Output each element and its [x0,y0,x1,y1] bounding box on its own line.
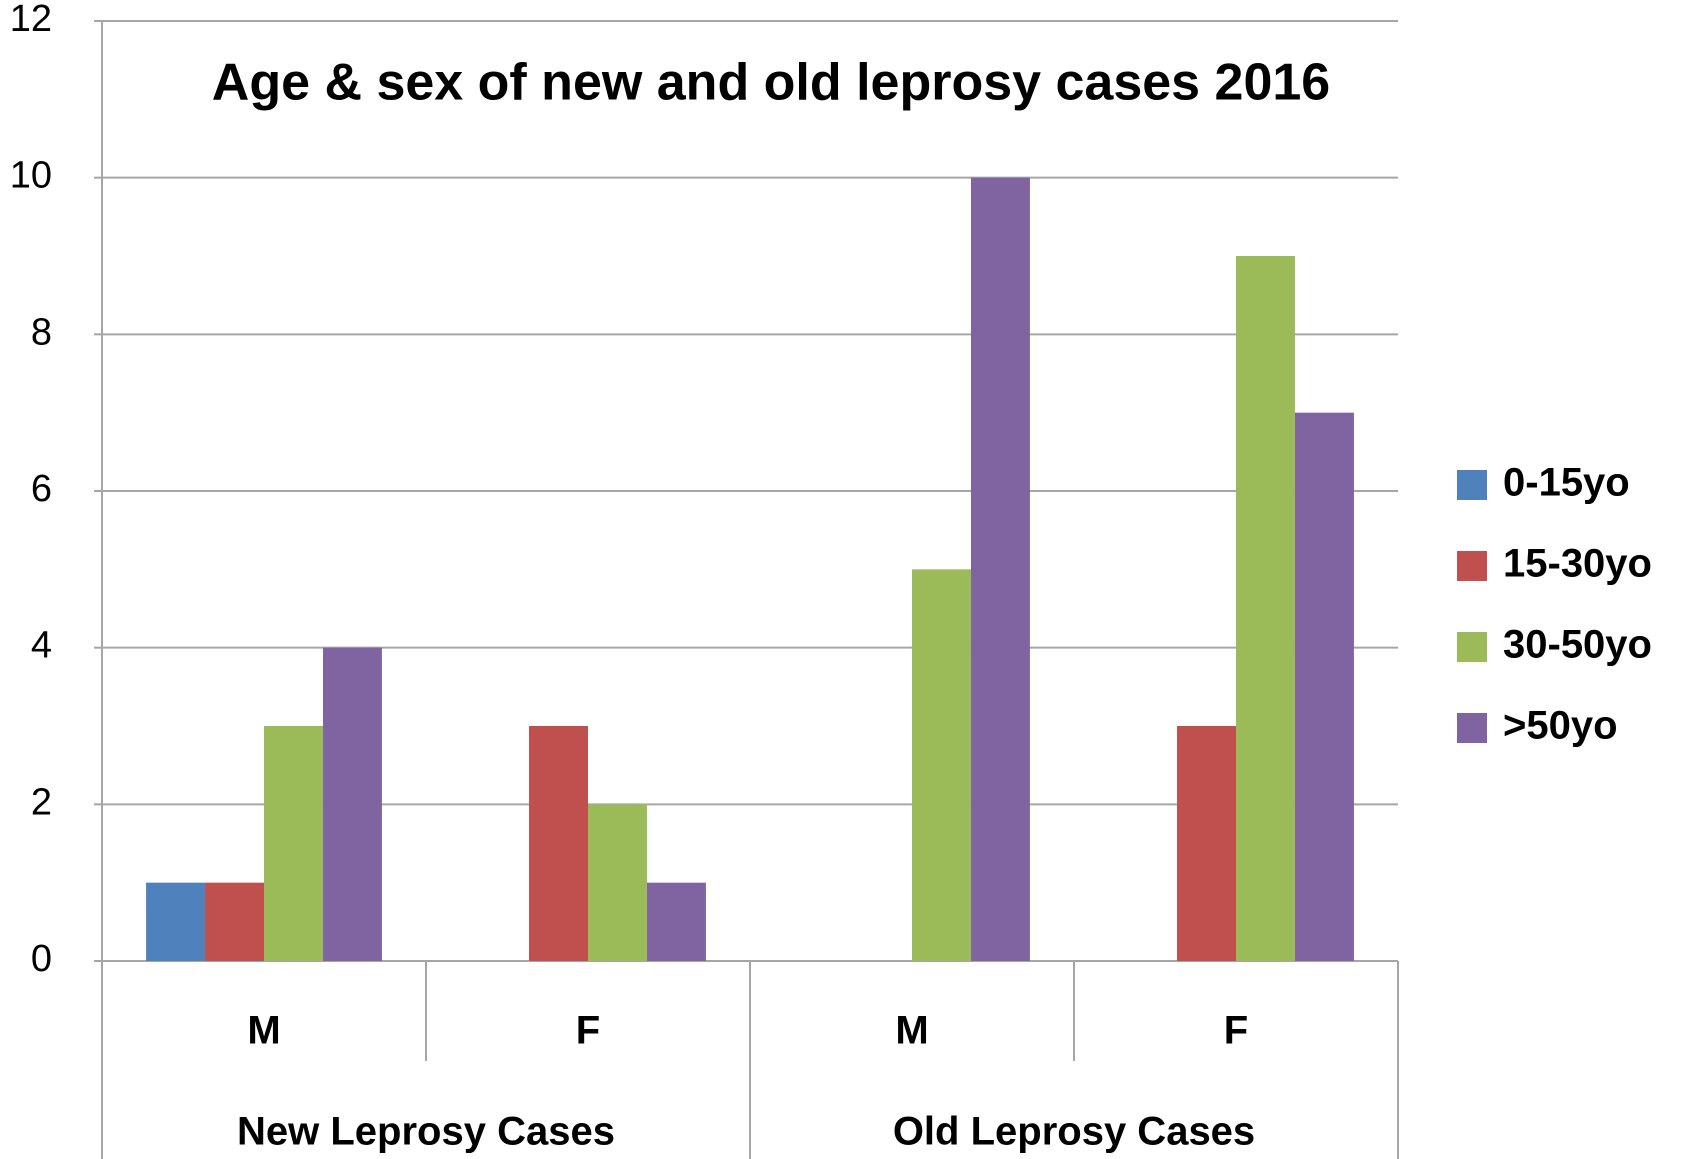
bar [646,882,706,961]
bar [1236,256,1295,961]
y-tick-label: 12 [10,0,52,40]
bar [529,726,588,961]
x-tick-label: M [247,1009,280,1053]
y-tick-label: 2 [31,781,52,823]
bar [146,882,206,961]
legend-swatch [1457,713,1487,743]
y-tick-label: 8 [31,311,52,353]
bar [588,804,647,961]
x-tick-label: F [1224,1009,1248,1053]
bar [1294,412,1354,962]
legend-label: 15-30yo [1503,542,1652,586]
y-tick-label: 4 [31,625,52,667]
x-tick-label: M [895,1009,928,1053]
bar [264,726,323,961]
x-tick-label: F [576,1009,600,1053]
bar [322,647,382,961]
bar [970,177,1030,961]
y-tick-label: 10 [10,155,52,197]
y-tick-label: 6 [31,468,52,510]
legend-label: >50yo [1503,704,1618,748]
group-label: New Leprosy Cases [237,1110,615,1154]
bar [1177,726,1236,961]
chart-title: Age & sex of new and old leprosy cases 2… [212,54,1330,112]
group-label: Old Leprosy Cases [893,1110,1255,1154]
legend-label: 0-15yo [1503,461,1630,505]
legend-swatch [1457,551,1487,581]
legend-swatch [1457,632,1487,662]
bar [912,569,971,961]
y-tick-label: 0 [31,938,52,980]
legend-label: 30-50yo [1503,623,1652,667]
bar [205,882,264,961]
legend-swatch [1457,470,1487,500]
